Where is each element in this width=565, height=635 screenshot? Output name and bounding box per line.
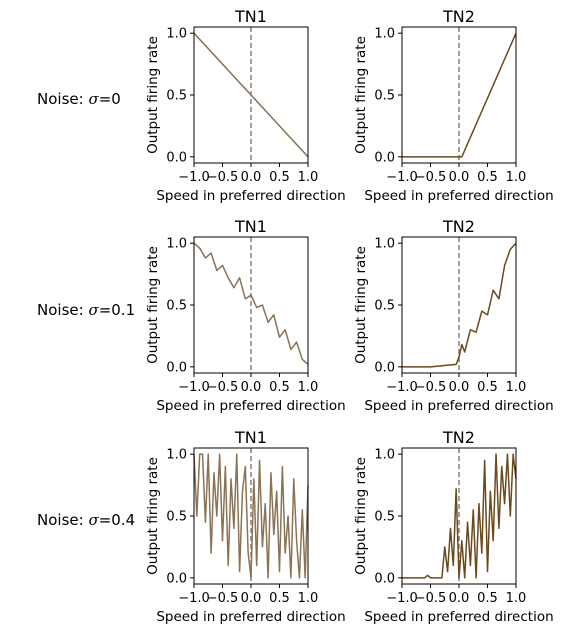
series-line: [193, 242, 309, 365]
x-tick-label: 0.0: [241, 591, 262, 606]
y-tick-label: 1.0: [374, 27, 395, 42]
row-label-suffix: =0.1: [98, 301, 136, 319]
row-label-suffix: =0: [98, 90, 121, 108]
x-tick-label: 0.0: [449, 380, 470, 395]
y-tick-label: 0.0: [166, 150, 187, 165]
y-axis-label: Output firing rate: [145, 36, 161, 154]
panel-title: TN1: [234, 217, 267, 236]
row-label-prefix: Noise:: [37, 90, 89, 108]
series-line: [402, 242, 517, 368]
panel-title: TN2: [442, 7, 475, 26]
y-axis-label: Output firing rate: [353, 36, 369, 154]
sigma-symbol: σ: [88, 301, 99, 319]
y-tick-label: 0.5: [374, 299, 395, 314]
x-tick-label: 0.0: [241, 170, 262, 185]
y-tick-label: 0.5: [374, 510, 395, 525]
series-line: [402, 32, 517, 158]
y-axis-label: Output firing rate: [353, 457, 369, 575]
series-line: [193, 32, 309, 158]
x-axis-label: Speed in preferred direction: [364, 188, 553, 204]
x-tick-label: −0.5: [415, 170, 447, 185]
x-tick-label: 1.0: [506, 170, 527, 185]
y-tick-label: 0.5: [166, 89, 187, 104]
x-tick-label: 0.0: [241, 380, 262, 395]
panel-title: TN1: [234, 428, 267, 447]
y-tick-label: 0.0: [166, 360, 187, 375]
x-tick-label: 1.0: [298, 170, 319, 185]
x-tick-label: −1.0: [178, 380, 210, 395]
x-tick-label: 0.5: [269, 170, 290, 185]
x-tick-label: 0.5: [477, 380, 498, 395]
x-tick-label: 0.5: [269, 380, 290, 395]
x-axis-label: Speed in preferred direction: [156, 398, 345, 414]
y-tick-label: 0.5: [374, 89, 395, 104]
y-tick-label: 1.0: [374, 448, 395, 463]
y-axis-label: Output firing rate: [353, 246, 369, 364]
y-tick-label: 0.0: [166, 571, 187, 586]
row-label-prefix: Noise:: [37, 301, 89, 319]
row-label-2: Noise: σ=0.1: [37, 301, 135, 319]
y-tick-label: 0.0: [374, 571, 395, 586]
y-axis-label: Output firing rate: [145, 246, 161, 364]
sigma-symbol: σ: [88, 511, 99, 529]
series-line: [193, 453, 309, 579]
y-tick-label: 1.0: [166, 237, 187, 252]
x-axis-label: Speed in preferred direction: [364, 609, 553, 625]
y-tick-label: 1.0: [166, 27, 187, 42]
row-label-suffix: =0.4: [98, 511, 136, 529]
x-tick-label: −0.5: [207, 380, 239, 395]
x-tick-label: 1.0: [298, 380, 319, 395]
x-tick-label: 0.5: [269, 591, 290, 606]
y-tick-label: 0.5: [166, 299, 187, 314]
row-label-3: Noise: σ=0.4: [37, 511, 135, 529]
x-tick-label: 0.0: [449, 170, 470, 185]
x-tick-label: −0.5: [207, 170, 239, 185]
x-tick-label: −1.0: [386, 170, 418, 185]
x-axis-label: Speed in preferred direction: [156, 609, 345, 625]
y-tick-label: 1.0: [166, 448, 187, 463]
x-tick-label: −1.0: [386, 380, 418, 395]
x-tick-label: −0.5: [207, 591, 239, 606]
panel-title: TN2: [442, 428, 475, 447]
y-axis-label: Output firing rate: [145, 457, 161, 575]
x-tick-label: −1.0: [178, 170, 210, 185]
x-tick-label: −0.5: [415, 380, 447, 395]
x-tick-label: 0.5: [477, 591, 498, 606]
x-tick-label: −1.0: [386, 591, 418, 606]
panel-title: TN1: [234, 7, 267, 26]
x-tick-label: −0.5: [415, 591, 447, 606]
x-axis-label: Speed in preferred direction: [364, 398, 553, 414]
x-tick-label: −1.0: [178, 591, 210, 606]
sigma-symbol: σ: [88, 90, 99, 108]
series-line: [402, 453, 517, 579]
y-tick-label: 0.0: [374, 360, 395, 375]
row-label-1: Noise: σ=0: [37, 90, 121, 108]
y-tick-label: 1.0: [374, 237, 395, 252]
row-label-prefix: Noise:: [37, 511, 89, 529]
x-tick-label: 1.0: [506, 591, 527, 606]
x-tick-label: 0.5: [477, 170, 498, 185]
y-tick-label: 0.5: [166, 510, 187, 525]
panel-title: TN2: [442, 217, 475, 236]
x-tick-label: 0.0: [449, 591, 470, 606]
x-tick-label: 1.0: [298, 591, 319, 606]
x-tick-label: 1.0: [506, 380, 527, 395]
x-axis-label: Speed in preferred direction: [156, 188, 345, 204]
y-tick-label: 0.0: [374, 150, 395, 165]
